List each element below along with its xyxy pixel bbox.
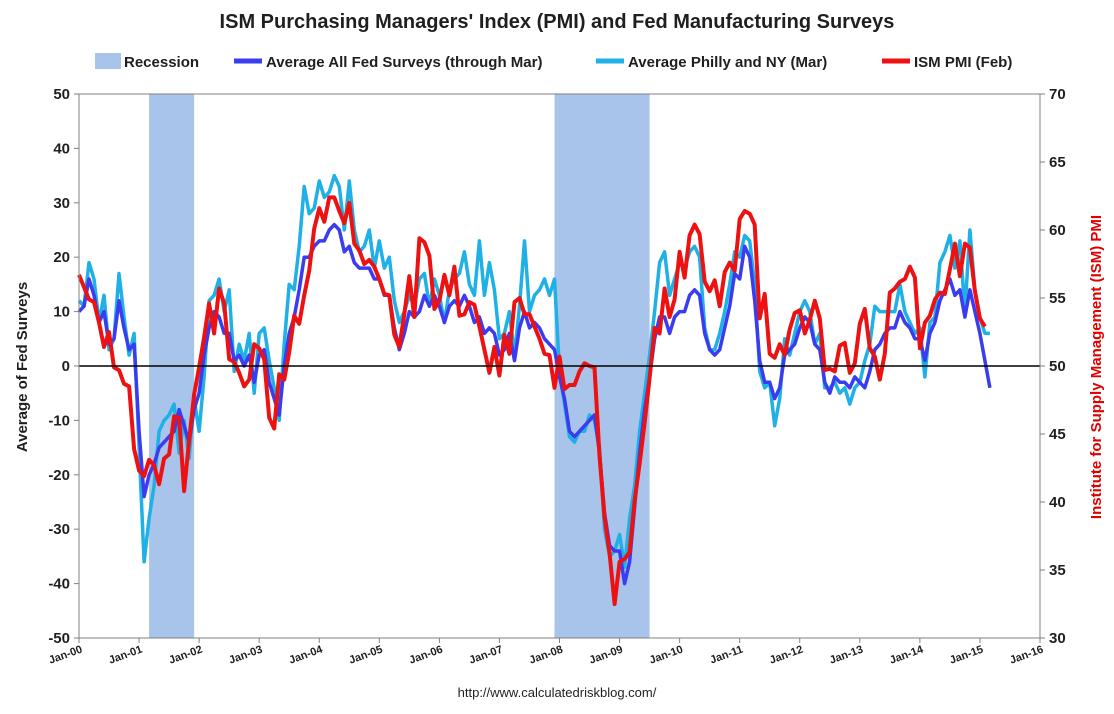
y-tick-label: -40 — [48, 576, 70, 593]
x-tick-label: Jan-09 — [588, 644, 625, 667]
x-tick-label: Jan-03 — [227, 644, 264, 667]
y-tick-label: -30 — [48, 521, 70, 538]
y2-tick-label: 30 — [1049, 630, 1066, 647]
chart-title: ISM Purchasing Managers' Index (PMI) and… — [220, 11, 895, 33]
x-tick-label: Jan-01 — [107, 644, 144, 667]
x-tick-label: Jan-02 — [167, 644, 204, 667]
x-tick-label: Jan-08 — [528, 644, 565, 667]
legend: Recession Average All Fed Surveys (throu… — [95, 53, 1012, 71]
x-tick-label: Jan-15 — [948, 644, 985, 667]
y2-tick-label: 50 — [1049, 358, 1066, 375]
y-tick-label: 30 — [53, 195, 70, 212]
y2-axis-ticks: 70 65 60 55 50 45 40 35 30 — [1040, 86, 1066, 647]
x-tick-label: Jan-12 — [768, 644, 805, 667]
y2-tick-label: 65 — [1049, 154, 1066, 171]
source-url: http://www.calculatedriskblog.com/ — [458, 685, 657, 700]
x-tick-label: Jan-14 — [888, 643, 926, 666]
y-tick-label: 10 — [53, 304, 70, 321]
y2-tick-label: 40 — [1049, 494, 1066, 511]
legend-label-recession: Recession — [124, 54, 199, 71]
y-tick-label: 40 — [53, 140, 70, 157]
legend-label-philly-ny: Average Philly and NY (Mar) — [628, 54, 827, 71]
series-layer — [77, 173, 992, 606]
x-tick-label: Jan-11 — [708, 644, 744, 667]
legend-label-avg-all-fed: Average All Fed Surveys (through Mar) — [266, 54, 542, 71]
x-tick-label: Jan-06 — [408, 644, 445, 667]
x-tick-label: Jan-05 — [347, 644, 384, 667]
y-tick-label: 0 — [62, 358, 70, 375]
x-tick-label: Jan-04 — [287, 643, 325, 666]
y-axis-ticks: 50 40 30 20 10 0 -10 -20 -30 -40 -50 — [48, 86, 79, 647]
y2-tick-label: 60 — [1049, 222, 1066, 239]
y2-axis-label: Institute for Supply Management (ISM) PM… — [1088, 215, 1105, 519]
series-line-avg-all-fed — [77, 222, 992, 586]
legend-swatch-recession — [95, 53, 121, 69]
y-tick-label: -20 — [48, 467, 70, 484]
x-tick-label: Jan-13 — [828, 644, 865, 667]
x-tick-label: Jan-16 — [1008, 644, 1045, 667]
y2-tick-label: 45 — [1049, 426, 1066, 443]
series-line-ism — [77, 195, 987, 606]
y-tick-label: 50 — [53, 86, 70, 103]
series-line-philly-ny — [77, 173, 990, 570]
y2-tick-label: 70 — [1049, 86, 1066, 103]
y-tick-label: 20 — [53, 249, 70, 266]
x-tick-label: Jan-07 — [468, 644, 505, 667]
x-axis-ticks: Jan-00 Jan-01 Jan-02 Jan-03 Jan-04 Jan-05 Jan-… — [47, 638, 1045, 667]
y2-tick-label: 55 — [1049, 290, 1066, 307]
y-tick-label: -10 — [48, 412, 70, 429]
x-tick-label: Jan-10 — [648, 644, 685, 667]
y-axis-label: Average of Fed Surveys — [14, 282, 31, 452]
x-tick-label: Jan-00 — [47, 644, 84, 667]
y-tick-label: -50 — [48, 630, 70, 647]
legend-label-ism: ISM PMI (Feb) — [914, 54, 1012, 71]
y2-tick-label: 35 — [1049, 562, 1066, 579]
